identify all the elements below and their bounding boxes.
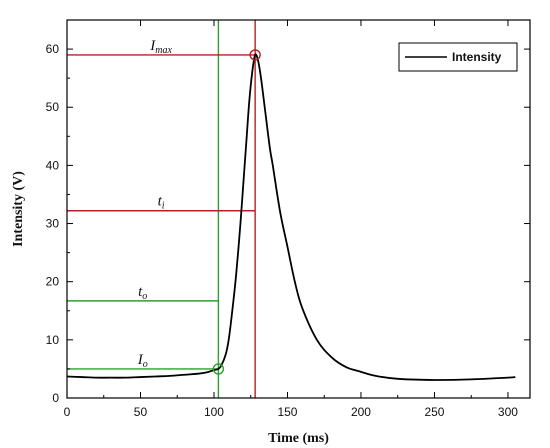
data-layer [66,53,516,381]
y-tick-label: 10 [46,333,60,347]
y-tick-label: 30 [46,217,60,231]
annotation-subscript: i [162,201,165,212]
y-tick-label: 60 [46,42,60,56]
annotation-markers [212,49,261,375]
x-axis-title: Time (ms) [268,431,329,446]
axis-ticks: 0 50 100 150 200 250 300 0 10 20 30 40 50 60 [46,20,530,419]
annotation-lines [67,20,256,398]
x-tick-label: 200 [351,405,371,419]
annotation-symbol: I [149,38,156,54]
onset-marker [212,363,225,375]
legend: Intensity [398,42,518,72]
series-line-0 [66,53,516,381]
y-tick-label: 50 [46,100,60,114]
x-tick-label: 250 [424,405,444,419]
annotation-subscript: max [155,45,172,56]
x-tick-label: 300 [498,405,518,419]
annotation-symbol: I [137,352,144,368]
annotation-label-ti: ti [158,194,165,212]
x-tick-label: 0 [64,405,71,419]
plot-frame [66,19,531,399]
annotation-symbol: t [138,284,143,300]
annotation-label-imax: Imax [149,38,172,56]
x-tick-label: 150 [277,405,297,419]
annotation-label-to: to [138,284,147,302]
annotation-label-io: Io [137,352,148,370]
y-axis-title: Intensity (V) [11,171,26,247]
y-tick-label: 40 [46,158,60,172]
x-tick-label: 100 [204,405,224,419]
peak-marker [249,49,261,61]
y-tick-label: 20 [46,275,60,289]
annotation-subscript: o [142,291,147,302]
annotation-symbol: t [158,194,163,210]
annotation-subscript: o [143,359,148,370]
x-tick-label: 50 [134,405,148,419]
y-tick-label: 0 [52,391,59,405]
legend-label: Intensity [452,50,502,64]
